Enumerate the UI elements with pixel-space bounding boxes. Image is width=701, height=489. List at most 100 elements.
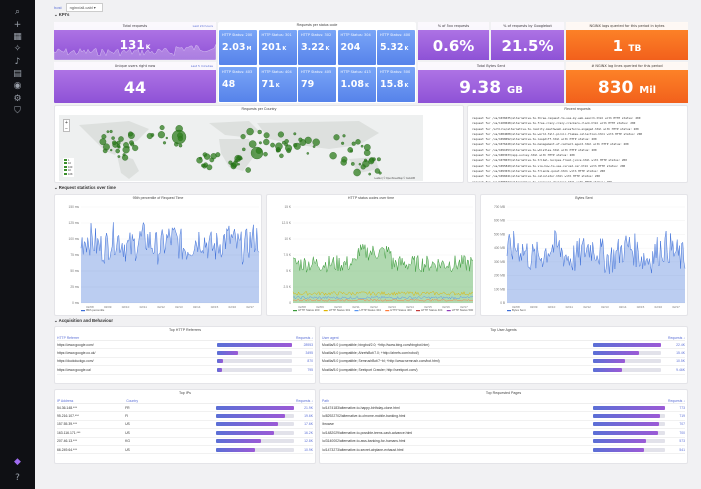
column-header[interactable]: User agent: [322, 335, 339, 340]
map-dot[interactable]: [342, 134, 346, 138]
table-row[interactable]: /u/1473273/alternative-to-secret-airplan…: [322, 446, 685, 455]
map-dot[interactable]: [109, 129, 113, 134]
map-dot[interactable]: [347, 147, 353, 153]
map-dot[interactable]: [333, 134, 340, 141]
table-row[interactable]: /u/82922702/alternative-to-chrome-mobile…: [322, 412, 685, 421]
zoom-in-button[interactable]: +: [65, 120, 68, 126]
map-dot[interactable]: [293, 142, 301, 150]
map-dot[interactable]: [206, 164, 213, 171]
map-dot[interactable]: [128, 131, 133, 137]
map-dot[interactable]: [270, 142, 275, 148]
table-row[interactable]: /u/3140002/alternative-to-aws-banking-fo…: [322, 438, 685, 446]
last-24h-link[interactable]: Last 24 hours: [192, 24, 213, 28]
series-line[interactable]: [292, 290, 473, 296]
help-icon[interactable]: ?: [15, 473, 20, 483]
table-row[interactable]: /u/1474183/alternative-to-happy-birthday…: [322, 404, 685, 413]
map-dot[interactable]: [263, 132, 270, 139]
table-row[interactable]: Mozilla/5.0 (compatible; Seekport Crawle…: [322, 366, 685, 375]
host-selector[interactable]: nginx/all.cabl ▾: [65, 2, 103, 12]
table-row[interactable]: 54.36.148.*** FR 21.9K: [57, 404, 313, 413]
map-dot[interactable]: [351, 141, 356, 146]
last-5min-link[interactable]: Last 5 minutes: [190, 64, 213, 68]
map-dot[interactable]: [263, 138, 270, 146]
map-dot[interactable]: [242, 147, 246, 152]
table-row[interactable]: Mozilla/5.0 (compatible; SemrushBot/7~bl…: [322, 358, 685, 367]
page-path[interactable]: /u/1473273/alternative-to-secret-airplan…: [322, 447, 404, 452]
map-dot[interactable]: [117, 145, 121, 149]
map-dot[interactable]: [157, 131, 165, 139]
legend-label[interactable]: 95th percentile: [86, 308, 105, 312]
user-avatar-icon[interactable]: ◆: [14, 457, 21, 467]
page-path[interactable]: /u/1482029/alternative-to-possible-teens…: [322, 430, 413, 435]
shield-icon[interactable]: ⛉: [14, 106, 21, 116]
table-row[interactable]: Mozilla/5.0 (compatible; AhrefsBot/7.0; …: [322, 349, 685, 358]
legend-label[interactable]: HTTP Status 301: [329, 308, 351, 312]
map-dot[interactable]: [258, 141, 262, 145]
section-requests[interactable]: ⌄ Request statistics over time: [54, 185, 116, 190]
legend-label[interactable]: HTTP Status 200: [298, 308, 320, 312]
legend-label[interactable]: HTTP Status 304: [360, 308, 382, 312]
map-dot[interactable]: [263, 151, 268, 157]
map-dot[interactable]: [329, 152, 337, 160]
map-dot[interactable]: [363, 144, 371, 151]
map-dot[interactable]: [358, 162, 362, 166]
map-dot[interactable]: [282, 140, 286, 145]
map-dot[interactable]: [250, 146, 264, 160]
map-dot[interactable]: [372, 157, 376, 161]
config-icon[interactable]: ⚙: [13, 94, 22, 104]
map-dot[interactable]: [353, 168, 361, 177]
column-header[interactable]: HTTP Referrer: [57, 335, 80, 340]
section-kpis[interactable]: ⌄ KPI's: [54, 12, 70, 17]
map-dot[interactable]: [279, 153, 284, 159]
explore-icon[interactable]: ✧: [13, 44, 22, 54]
globe-icon[interactable]: ◉: [13, 81, 22, 91]
series-line[interactable]: [506, 229, 686, 274]
table-row[interactable]: 163.116.171.*** US 16.2K: [57, 429, 313, 438]
table-row[interactable]: /browse 707: [322, 421, 685, 430]
map-dot[interactable]: [210, 153, 217, 160]
map-dot[interactable]: [248, 140, 257, 148]
map-dot[interactable]: [237, 157, 240, 160]
plus-icon[interactable]: +: [13, 20, 22, 30]
table-row[interactable]: 207.46.13.*** KG 12.8K: [57, 438, 313, 446]
map-dot[interactable]: [115, 148, 120, 154]
map-dot[interactable]: [298, 137, 303, 142]
referrer-url[interactable]: https://www.google.ca/: [57, 367, 91, 372]
map-dot[interactable]: [350, 162, 355, 166]
map-dot[interactable]: [306, 152, 310, 155]
legend-label[interactable]: HTTP Status 500: [452, 308, 474, 312]
section-acquisition[interactable]: ⌄ Acquisition and Behaviour: [54, 318, 114, 323]
map-dot[interactable]: [110, 148, 113, 152]
map-dot[interactable]: [165, 136, 168, 140]
referrer-url[interactable]: https://www.google.com/: [57, 342, 94, 347]
map-dot[interactable]: [340, 159, 347, 166]
map-dot[interactable]: [257, 129, 262, 135]
table-row[interactable]: 95.216.107.*** FI 19.6K: [57, 412, 313, 421]
map-dot[interactable]: [122, 154, 129, 161]
map-dot[interactable]: [376, 157, 381, 162]
map-dot[interactable]: [240, 134, 246, 140]
column-header[interactable]: Country: [126, 398, 139, 403]
table-row[interactable]: https://duckduckgo.com/870: [57, 358, 313, 367]
map-dot[interactable]: [111, 136, 115, 140]
alert-icon[interactable]: ♪: [14, 57, 21, 67]
map-dot[interactable]: [245, 167, 251, 173]
map-dot[interactable]: [341, 141, 345, 145]
map-dot[interactable]: [277, 131, 284, 138]
series-line[interactable]: [80, 221, 260, 265]
map-dot[interactable]: [239, 157, 243, 160]
map-dot[interactable]: [203, 153, 211, 160]
map-dot[interactable]: [196, 157, 203, 164]
zoom-out-button[interactable]: −: [65, 126, 68, 132]
page-path[interactable]: /u/1474183/alternative-to-happy-birthday…: [322, 405, 400, 410]
map-dot[interactable]: [122, 146, 130, 154]
map-dot[interactable]: [116, 140, 121, 145]
map-dot[interactable]: [159, 125, 165, 131]
table-row[interactable]: /u/1482029/alternative-to-possible-teens…: [322, 429, 685, 438]
column-header[interactable]: Requests ↓: [668, 398, 685, 403]
map-dot[interactable]: [162, 141, 167, 145]
referrer-url[interactable]: https://duckduckgo.com/: [57, 359, 94, 364]
world-map[interactable]: [59, 115, 423, 181]
table-row[interactable]: 157.55.39.*** US 17.6K: [57, 421, 313, 430]
map-dot[interactable]: [102, 143, 110, 151]
